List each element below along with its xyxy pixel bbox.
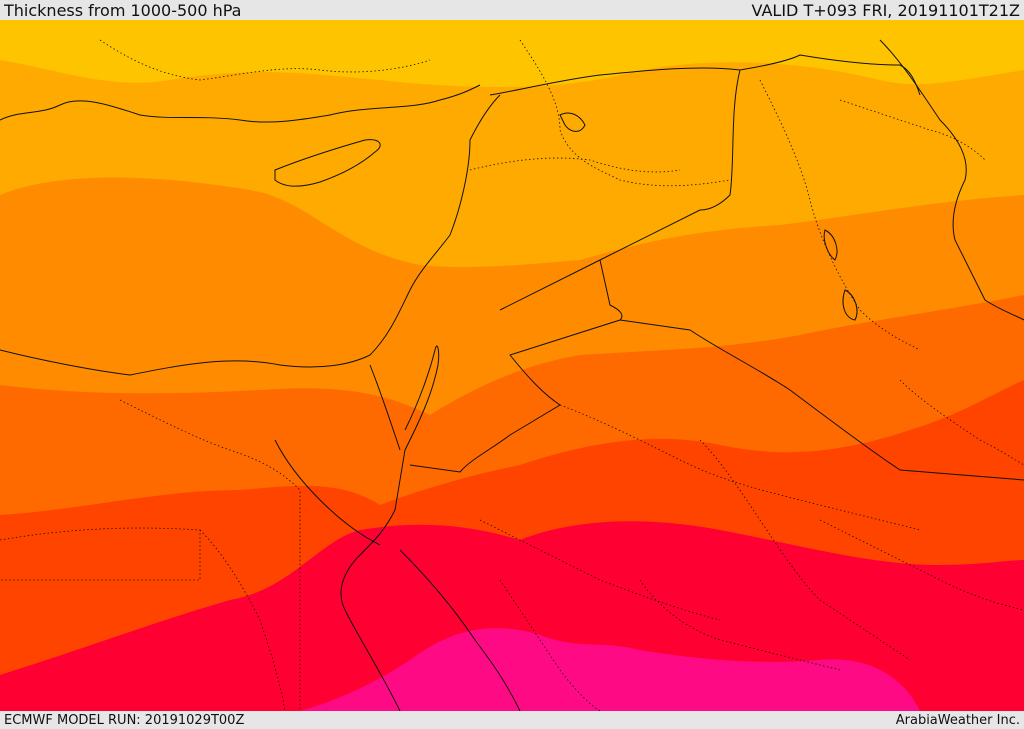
jordan-saudi-border	[409, 259, 623, 473]
country-borders	[369, 54, 1024, 481]
valid-time: VALID T+093 FRI, 20191101T21Z	[751, 0, 1020, 20]
egypt-israel-border	[369, 364, 401, 451]
lake-urmia-region	[823, 229, 838, 261]
credit-label: ArabiaWeather Inc.	[895, 712, 1020, 728]
caspian-zagros-line	[879, 39, 1024, 321]
header-bar: Thickness from 1000-500 hPa VALID T+093 …	[0, 0, 1024, 20]
internal-borders	[0, 39, 1024, 711]
turkey-syria-iraq-border	[489, 54, 921, 96]
thickness-band-7	[300, 628, 920, 711]
cyprus-coast	[274, 139, 381, 187]
gulf-aqaba-red-sea-west	[340, 345, 440, 711]
footer-bar: ECMWF MODEL RUN: 20191029T00Z ArabiaWeat…	[0, 711, 1024, 729]
coastlines	[0, 39, 1024, 711]
red-sea-east	[399, 549, 521, 711]
gulf-suez	[274, 439, 381, 546]
mediterranean-coast	[0, 94, 501, 376]
map-title: Thickness from 1000-500 hPa	[4, 0, 242, 20]
syria-iraq-border	[499, 69, 741, 311]
anatolia-coast	[0, 84, 481, 123]
model-run-label: ECMWF MODEL RUN: 20191029T00Z	[4, 712, 245, 728]
thickness-map	[0, 20, 1024, 711]
inland-lake	[842, 289, 858, 321]
lake-assad	[559, 112, 586, 132]
iraq-saudi-border	[619, 319, 1024, 481]
